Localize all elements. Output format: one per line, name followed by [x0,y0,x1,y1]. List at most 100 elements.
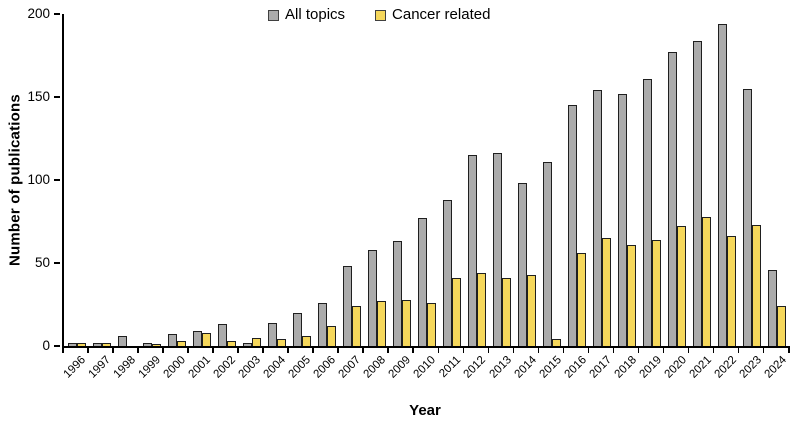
legend-label-all-topics: All topics [285,6,346,23]
bar-all-topics-2015 [543,161,553,346]
bar-all-topics-2000 [167,334,177,346]
bar-all-topics-2019 [643,78,653,346]
bar-all-topics-2012 [468,155,478,346]
bar-cancer-related-2024 [777,306,787,346]
x-tick-mark [187,348,189,353]
bar-cancer-related-2017 [602,238,612,346]
x-tick-mark [462,348,465,353]
x-axis-title: Year [409,402,441,419]
bar-all-topics-1998 [117,336,127,346]
x-tick-mark [562,348,565,353]
x-tick-label: 2019 [637,354,664,381]
y-tick-mark [54,262,60,264]
x-tick-label: 2009 [386,354,414,381]
bar-cancer-related-2015 [552,339,562,346]
x-tick-mark [788,348,790,353]
bar-cancer-related-2006 [326,326,336,346]
bar-cancer-related-2018 [627,244,637,346]
bar-all-topics-1996 [67,342,77,346]
x-tick-label: 2007 [336,354,364,381]
x-tick-label: 2006 [311,354,339,381]
x-tick-mark [637,348,640,353]
bar-cancer-related-1996 [76,342,86,346]
x-tick-label: 1996 [61,354,89,381]
x-tick-label: 2020 [662,354,689,381]
bar-cancer-related-2000 [176,341,186,346]
bar-all-topics-2009 [392,241,402,346]
y-tick-label: 50 [34,255,50,270]
bar-cancer-related-2010 [427,302,436,346]
bar-all-topics-2007 [342,266,352,346]
x-tick-label: 2022 [712,354,739,381]
plot-area: 0 50 100 150 200 1996 1997 1998 1999 2000 2001 2002… [27,7,790,381]
x-tick-mark [262,348,264,353]
bar-cancer-related-1997 [101,342,111,346]
bar-all-topics-2008 [367,249,377,346]
x-tick-label: 2016 [562,354,589,381]
bar-all-topics-2005 [292,312,302,346]
x-tick-label: 2001 [186,354,214,381]
bar-cancer-related-2022 [727,236,737,346]
legend-item-cancer-related: Cancer related [375,6,490,24]
x-tick-label: 2011 [437,354,464,380]
x-tick-mark [312,348,314,353]
x-tick-label: 2014 [512,354,539,381]
x-tick-mark [337,348,339,353]
bar-cancer-related-2008 [376,301,386,346]
x-tick-label: 2004 [261,354,289,381]
x-tick-mark [687,348,690,353]
bar-cancer-related-2021 [702,216,712,346]
x-tick-label: 2003 [236,354,264,381]
x-tick-label: 2023 [737,354,764,381]
bar-all-topics-2020 [668,52,678,346]
x-tick-mark [237,348,239,353]
x-tick-label: 2010 [411,354,439,381]
x-tick-label: 2013 [487,354,514,381]
bar-all-topics-2017 [593,90,603,346]
bar-all-topics-2003 [242,342,252,346]
bar-cancer-related-2014 [527,274,537,346]
y-tick-mark [54,345,60,347]
bar-all-topics-2001 [192,331,202,346]
x-tick-mark [62,348,64,353]
bar-all-topics-2002 [217,324,227,346]
bar-all-topics-2014 [518,183,528,346]
x-tick-mark [512,348,515,353]
bar-all-topics-2010 [418,218,427,346]
y-tick-mark [54,96,60,98]
bar-cancer-related-2016 [577,253,587,346]
y-tick-label: 0 [42,338,50,353]
bar-cancer-related-2020 [677,226,687,346]
cancer-related-swatch-icon [375,9,387,21]
bar-cancer-related-2005 [301,336,311,346]
bar-cancer-related-2004 [276,339,286,346]
x-tick-mark [712,348,715,353]
x-tick-mark [212,348,214,353]
x-tick-mark [162,348,164,353]
bar-all-topics-2023 [743,88,753,346]
y-tick-mark [54,13,60,15]
bar-cancer-related-2007 [351,306,361,346]
x-tick-label: 2008 [361,354,389,381]
x-tick-mark [387,348,389,353]
bar-cancer-related-2002 [226,341,236,346]
x-tick-mark [737,348,740,353]
all-topics-swatch-icon [268,9,279,21]
bar-all-topics-1997 [92,342,102,346]
bar-cancer-related-2001 [201,332,211,346]
bar-all-topics-2022 [718,23,728,346]
bar-all-topics-2016 [568,105,578,346]
y-tick-mark [54,179,60,181]
bar-cancer-related-2023 [752,224,762,346]
x-tick-label: 2021 [687,354,714,381]
bars-container [62,14,790,348]
x-tick-label: 2015 [537,354,564,381]
x-tick-mark [87,348,89,353]
x-tick-mark [112,348,114,353]
x-tick-mark [537,348,540,353]
x-tick-label: 2005 [286,354,314,381]
bar-cancer-related-2012 [477,272,487,346]
x-tick-mark [662,348,665,353]
bar-all-topics-2011 [443,199,453,346]
